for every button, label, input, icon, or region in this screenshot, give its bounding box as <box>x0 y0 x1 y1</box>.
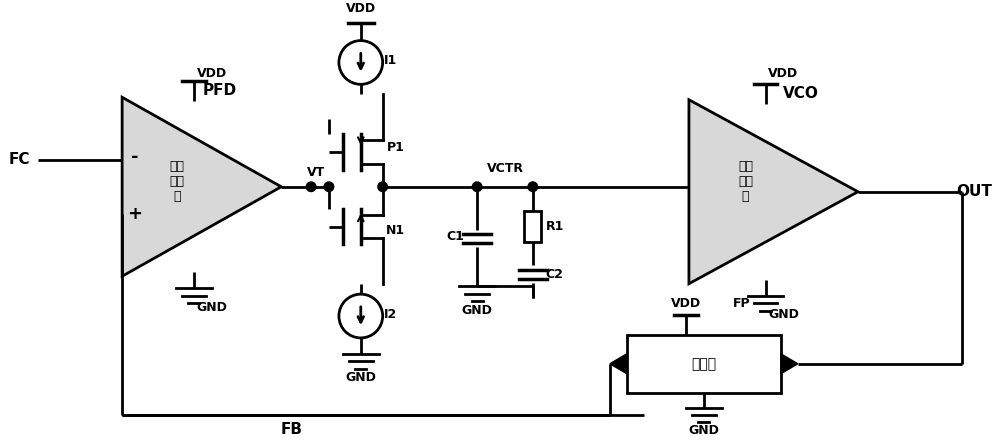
Circle shape <box>472 182 482 191</box>
Text: FB: FB <box>280 422 302 437</box>
Polygon shape <box>610 354 627 374</box>
Text: C1: C1 <box>446 230 464 243</box>
Text: FC: FC <box>9 153 30 167</box>
Text: VT: VT <box>307 166 325 179</box>
Text: P1: P1 <box>387 141 405 154</box>
Text: I2: I2 <box>384 308 397 321</box>
Bar <box>627 335 781 392</box>
Text: VDD: VDD <box>346 2 376 15</box>
Text: 分频器: 分频器 <box>691 357 716 371</box>
Text: GND: GND <box>345 371 376 384</box>
Text: -: - <box>131 148 139 166</box>
Circle shape <box>306 182 316 191</box>
Text: VDD: VDD <box>197 67 227 80</box>
Text: 鉴相
鉴频
器: 鉴相 鉴频 器 <box>169 160 184 203</box>
Text: OUT: OUT <box>956 184 992 199</box>
Text: GND: GND <box>462 304 493 317</box>
Text: 压控
振荡
器: 压控 振荡 器 <box>738 160 753 203</box>
Circle shape <box>324 182 334 191</box>
Text: VDD: VDD <box>768 67 798 80</box>
Bar <box>524 211 541 243</box>
Text: VCO: VCO <box>783 86 819 101</box>
Text: GND: GND <box>768 308 799 321</box>
Text: FP: FP <box>733 297 750 310</box>
Circle shape <box>378 182 387 191</box>
Text: +: + <box>128 205 143 223</box>
Text: VDD: VDD <box>671 297 701 310</box>
Polygon shape <box>122 97 281 276</box>
Text: C2: C2 <box>546 268 564 281</box>
Text: I1: I1 <box>384 54 397 67</box>
Polygon shape <box>781 354 798 374</box>
Text: VCTR: VCTR <box>486 162 523 175</box>
Text: R1: R1 <box>546 220 564 233</box>
Text: GND: GND <box>688 424 719 437</box>
Circle shape <box>528 182 538 191</box>
Text: GND: GND <box>196 301 227 314</box>
Polygon shape <box>689 100 858 284</box>
Text: N1: N1 <box>386 224 405 237</box>
Text: PFD: PFD <box>203 83 237 98</box>
